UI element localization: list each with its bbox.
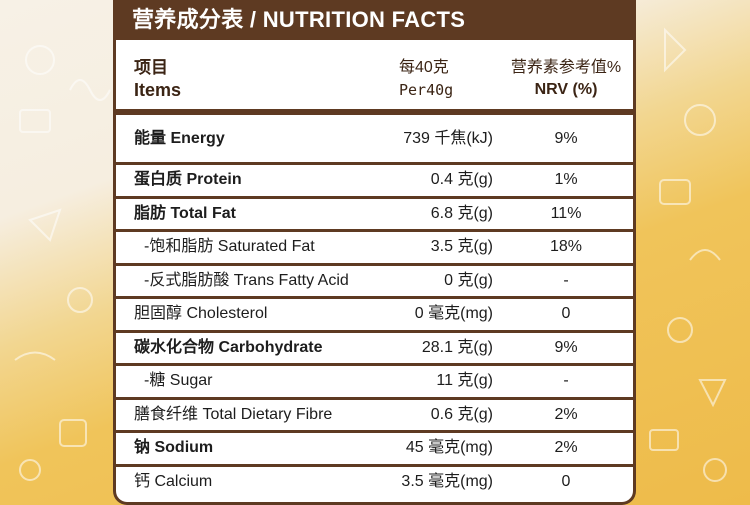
nutrient-name-cn: 碳水化合物 bbox=[134, 338, 215, 356]
nutrient-name: -糖 Sugar bbox=[144, 364, 213, 398]
nutrient-name: -饱和脂肪 Saturated Fat bbox=[144, 230, 315, 264]
nutrient-name-cn: 膳食纤维 bbox=[134, 405, 199, 423]
table-row: 胆固醇 Cholesterol 0 毫克(mg) 0 bbox=[116, 297, 633, 331]
table-header: 项目 Items 每40克 Per40g 营养素参考值% NRV (%) bbox=[116, 40, 633, 109]
nutrient-name: -反式脂肪酸 Trans Fatty Acid bbox=[144, 264, 349, 298]
row-divider bbox=[116, 329, 633, 333]
nutrient-nrv: 9% bbox=[554, 338, 578, 356]
nutrient-name-cn: -饱和脂肪 bbox=[144, 238, 214, 255]
nutrient-name: 钠 Sodium bbox=[134, 431, 213, 465]
nutrient-name: 胆固醇 Cholesterol bbox=[134, 297, 267, 331]
nutrient-name-cn: 蛋白质 bbox=[134, 171, 183, 188]
nutrient-name-en: Saturated Fat bbox=[217, 238, 315, 255]
table-row: 钠 Sodium 45 毫克(mg) 2% bbox=[116, 431, 633, 465]
nutrient-amount: 6.8 克(g) bbox=[430, 204, 493, 222]
nutrient-name: 脂肪 Total Fat bbox=[134, 197, 236, 231]
nutrient-amount: 0 克(g) bbox=[444, 271, 493, 289]
nutrient-nrv: 2% bbox=[554, 405, 578, 423]
nutrient-amount: 11 克(g) bbox=[436, 372, 493, 389]
row-divider bbox=[116, 162, 633, 165]
header-nrv-en: NRV (%) bbox=[534, 81, 598, 98]
nutrient-amount: 28.1 克(g) bbox=[421, 338, 493, 356]
table-row: 钙 Calcium 3.5 毫克(mg) 0 bbox=[116, 465, 633, 499]
row-divider bbox=[116, 195, 633, 199]
header-items-en: Items bbox=[134, 80, 182, 100]
header-divider bbox=[116, 109, 633, 115]
nutrient-name-cn: 能量 bbox=[134, 130, 167, 147]
nutrient-name-en: Total Fat bbox=[170, 204, 236, 222]
nutrient-name: 膳食纤维 Total Dietary Fibre bbox=[134, 398, 332, 432]
nutrient-nrv: 2% bbox=[554, 439, 578, 456]
nutrient-amount: 0.4 克(g) bbox=[430, 171, 493, 188]
nutrient-nrv: - bbox=[563, 271, 569, 289]
header-nrv-cn: 营养素参考值% bbox=[510, 59, 622, 76]
row-divider bbox=[116, 430, 633, 433]
nutrient-name-cn: -反式脂肪酸 bbox=[144, 271, 230, 289]
nutrient-name-cn: 钙 bbox=[134, 472, 151, 490]
nutrient-nrv: 1% bbox=[554, 171, 578, 188]
table-row: 蛋白质 Protein 0.4 克(g) 1% bbox=[116, 163, 633, 197]
row-divider bbox=[116, 396, 633, 400]
nutrient-name-cn: -糖 bbox=[144, 372, 166, 389]
nutrient-name-en: Sodium bbox=[154, 439, 214, 456]
nutrient-amount: 3.5 克(g) bbox=[430, 238, 493, 255]
table-row: -饱和脂肪 Saturated Fat 3.5 克(g) 18% bbox=[116, 230, 633, 264]
table-row: -糖 Sugar 11 克(g) - bbox=[116, 364, 633, 398]
header-items-cn: 项目 bbox=[134, 58, 168, 77]
table-row: 能量 Energy 739 千焦(kJ) 9% bbox=[116, 115, 633, 163]
nutrient-name-cn: 脂肪 bbox=[134, 204, 167, 222]
nutrient-name-cn: 胆固醇 bbox=[134, 305, 183, 322]
row-divider bbox=[116, 296, 633, 299]
nutrition-panel: 营养成分表 / NUTRITION FACTS 项目 Items 每40克 Pe… bbox=[113, 0, 636, 505]
nutrient-nrv: 11% bbox=[550, 204, 582, 222]
nutrient-name-en: Calcium bbox=[154, 472, 213, 490]
table-row: 膳食纤维 Total Dietary Fibre 0.6 克(g) 2% bbox=[116, 398, 633, 432]
row-divider bbox=[116, 262, 633, 266]
row-divider bbox=[116, 463, 633, 467]
nutrient-amount: 45 毫克(mg) bbox=[405, 439, 493, 456]
nutrient-amount: 739 千焦(kJ) bbox=[403, 130, 493, 147]
row-divider bbox=[116, 363, 633, 366]
table-row: 脂肪 Total Fat 6.8 克(g) 11% bbox=[116, 197, 633, 231]
nutrient-name: 蛋白质 Protein bbox=[134, 163, 242, 197]
nutrient-name-en: Trans Fatty Acid bbox=[233, 271, 349, 289]
nutrient-name: 钙 Calcium bbox=[134, 465, 212, 499]
nutrient-name-en: Cholesterol bbox=[186, 305, 268, 322]
nutrient-name-cn: 钠 bbox=[134, 439, 151, 456]
nutrient-nrv: 0 bbox=[561, 305, 571, 322]
nutrient-nrv: 9% bbox=[554, 130, 578, 147]
header-amount-cn: 每40克 bbox=[399, 59, 449, 76]
table-row: 碳水化合物 Carbohydrate 28.1 克(g) 9% bbox=[116, 331, 633, 365]
nutrient-name-en: Protein bbox=[186, 171, 242, 188]
nutrient-amount: 3.5 毫克(mg) bbox=[401, 472, 493, 490]
nutrient-name-en: Total Dietary Fibre bbox=[202, 405, 333, 423]
nutrient-name-en: Sugar bbox=[169, 372, 213, 389]
header-items: 项目 Items bbox=[134, 57, 181, 101]
nutrient-name: 碳水化合物 Carbohydrate bbox=[134, 331, 323, 365]
nutrient-nrv: 0 bbox=[561, 472, 571, 490]
panel-title: 营养成分表 / NUTRITION FACTS bbox=[116, 0, 633, 40]
table-row: -反式脂肪酸 Trans Fatty Acid 0 克(g) - bbox=[116, 264, 633, 298]
header-nrv: 营养素参考值% NRV (%) bbox=[506, 57, 626, 101]
nutrient-nrv: 18% bbox=[549, 238, 583, 255]
nutrient-name: 能量 Energy bbox=[134, 115, 225, 163]
nutrient-name-en: Energy bbox=[170, 130, 225, 147]
header-amount: 每40克 Per40g bbox=[399, 57, 453, 101]
nutrient-amount: 0.6 克(g) bbox=[430, 405, 493, 423]
nutrient-nrv: - bbox=[563, 372, 569, 389]
nutrient-amount: 0 毫克(mg) bbox=[414, 305, 493, 322]
header-amount-en: Per40g bbox=[399, 81, 454, 99]
row-divider bbox=[116, 229, 633, 232]
nutrient-name-en: Carbohydrate bbox=[218, 338, 323, 356]
